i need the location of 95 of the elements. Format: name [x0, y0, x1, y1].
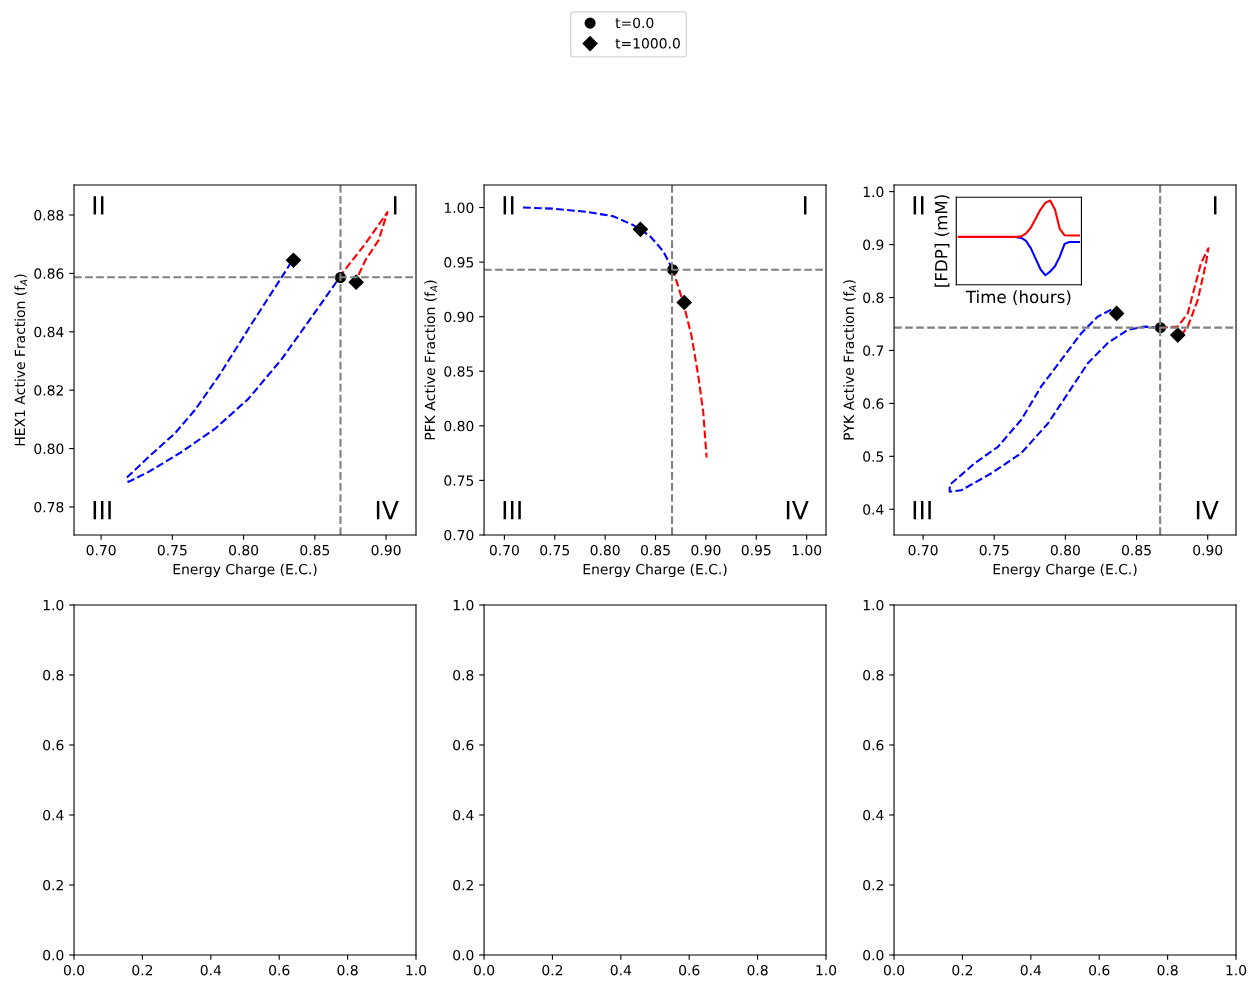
y-tick-label: 0.0	[863, 949, 884, 961]
x-tick-label: 1.0	[406, 964, 427, 976]
y-tick-label: 0.4	[863, 504, 884, 515]
annotation: I	[803, 196, 807, 215]
y-tick-label: 0.78	[34, 501, 64, 513]
y-tick-label: 0.5	[863, 451, 884, 462]
y-tick-label: 0.85	[444, 366, 474, 377]
y-tick-label: 0.0	[43, 949, 64, 961]
x-tick-label: 0.4	[610, 964, 632, 976]
annotation: IV	[1196, 501, 1219, 520]
y-tick-label: 1.00	[444, 202, 474, 214]
y-tick-label: 0.4	[43, 809, 64, 821]
x-tick-label: 0.4	[200, 964, 222, 976]
x-tick-label: 0.70	[86, 544, 116, 556]
x-tick-label: 0.75	[979, 544, 1009, 556]
y-tick-label: 0.90	[444, 311, 474, 323]
y-tick-label: 0.2	[863, 879, 883, 891]
y-tick-label: 0.82	[34, 385, 63, 396]
annotation: III	[93, 501, 111, 520]
x-tick-label: 0.2	[132, 964, 153, 976]
x-axis-title: Time (hours)	[965, 290, 1071, 306]
x-tick-label: 0.70	[908, 544, 938, 556]
annotation: III	[913, 501, 931, 520]
annotation: IV	[786, 501, 809, 520]
y-tick-label: 0.2	[43, 879, 63, 891]
y-tick-label: 1.0	[453, 599, 474, 611]
y-tick-label: 0.80	[444, 420, 474, 432]
y-tick-label: 0.6	[863, 398, 884, 409]
x-tick-label: 0.4	[1020, 964, 1042, 976]
y-tick-label: 0.2	[453, 879, 473, 891]
x-tick-label: 0.6	[1089, 964, 1110, 976]
y-tick-label: 0.8	[453, 669, 474, 681]
y-axis-title: HEX1 Active Fraction (f$_{A}$)	[14, 274, 28, 446]
x-tick-label: 0.90	[371, 544, 401, 556]
x-tick-label: 0.6	[269, 964, 290, 976]
y-tick-label: 0.84	[34, 326, 64, 338]
annotation: III	[503, 501, 521, 520]
y-tick-label: 0.0	[453, 949, 474, 961]
x-tick-label: 1.0	[1226, 964, 1247, 976]
x-tick-label: 0.8	[747, 964, 768, 976]
y-tick-label: 0.6	[453, 739, 474, 751]
x-tick-label: 0.90	[1193, 544, 1223, 556]
x-tick-label: 0.90	[691, 544, 721, 556]
y-axis-title: PFK Active Fraction (f$_{A}$)	[424, 280, 438, 440]
x-tick-label: 0.85	[640, 544, 670, 556]
x-tick-label: 0.80	[229, 544, 259, 556]
x-tick-label: 0.85	[1121, 544, 1151, 556]
y-tick-label: 0.75	[444, 475, 474, 486]
y-axis-title: [FDP] (mM)	[934, 195, 950, 287]
x-tick-label: 0.6	[679, 964, 700, 976]
annotation: I	[393, 196, 397, 215]
y-tick-label: 0.6	[863, 739, 884, 751]
legend-label: t=1000.0	[615, 38, 680, 49]
x-axis-title: Energy Charge (E.C.)	[173, 563, 317, 578]
y-axis-title: PYK Active Fraction (f$_{A}$)	[843, 280, 857, 440]
x-tick-label: 0.2	[952, 964, 973, 976]
y-tick-label: 0.8	[43, 669, 64, 681]
x-tick-label: 0.0	[473, 964, 495, 976]
y-tick-label: 0.9	[863, 239, 884, 251]
y-tick-label: 1.0	[43, 599, 64, 611]
legend-label: t=0.0	[615, 17, 654, 29]
x-tick-label: 0.8	[337, 964, 358, 976]
x-tick-label: 1.00	[792, 544, 822, 556]
x-tick-label: 0.70	[489, 544, 519, 556]
x-axis-title: Energy Charge (E.C.)	[583, 563, 727, 578]
y-tick-label: 0.4	[863, 809, 884, 821]
annotation: II	[503, 196, 514, 215]
x-tick-label: 0.80	[590, 544, 620, 556]
x-axis-title: Energy Charge (E.C.)	[993, 563, 1137, 578]
y-tick-label: 1.0	[863, 186, 884, 198]
x-tick-label: 0.85	[300, 544, 330, 556]
annotation: II	[913, 196, 924, 215]
annotation: I	[1213, 196, 1217, 215]
y-tick-label: 0.6	[43, 739, 64, 751]
x-tick-label: 0.8	[1157, 964, 1178, 976]
annotation: II	[93, 196, 104, 215]
x-tick-label: 0.75	[540, 544, 570, 556]
y-tick-label: 0.4	[453, 809, 474, 821]
x-tick-label: 1.0	[816, 964, 837, 976]
y-tick-label: 0.86	[34, 268, 64, 279]
x-tick-label: 0.80	[1050, 544, 1080, 556]
x-tick-label: 0.0	[883, 964, 905, 976]
annotation: IV	[376, 501, 399, 520]
x-tick-label: 0.75	[157, 544, 187, 556]
x-tick-label: 0.2	[542, 964, 563, 976]
x-tick-label: 0.95	[741, 544, 771, 556]
y-tick-label: 0.8	[863, 669, 884, 681]
y-tick-label: 0.80	[34, 443, 64, 455]
y-tick-label: 0.8	[863, 292, 884, 303]
x-tick-label: 0.0	[63, 964, 85, 976]
y-tick-label: 0.7	[863, 345, 884, 356]
y-tick-label: 0.95	[444, 257, 474, 268]
y-tick-label: 1.0	[863, 599, 884, 611]
y-tick-label: 0.70	[444, 529, 474, 541]
y-tick-label: 0.88	[34, 209, 64, 221]
